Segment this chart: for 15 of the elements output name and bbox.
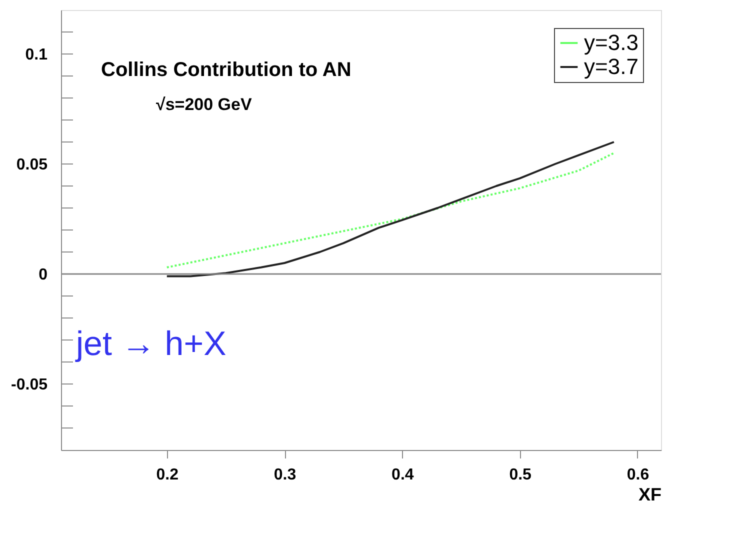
legend-label: y=3.7 <box>584 54 638 79</box>
annotation: Collins Contribution to AN <box>101 59 352 81</box>
x-tick-label: 0.4 <box>392 466 414 484</box>
y-tick-label: 0.05 <box>16 156 48 174</box>
legend-label: y=3.3 <box>584 30 638 55</box>
y-tick-label: 0.1 <box>25 46 48 64</box>
y-tick-label: 0 <box>38 266 48 284</box>
annotation: √s=200 GeV <box>156 95 252 114</box>
x-tick-label: 0.5 <box>509 466 532 484</box>
x-tick-label: 0.3 <box>274 466 296 484</box>
annotation: jet → h+X <box>75 325 226 363</box>
y-tick-label: -0.05 <box>11 376 48 394</box>
x-axis-title: XF <box>638 484 662 504</box>
x-tick-label: 0.2 <box>156 466 179 484</box>
x-tick-label: 0.6 <box>626 466 650 484</box>
